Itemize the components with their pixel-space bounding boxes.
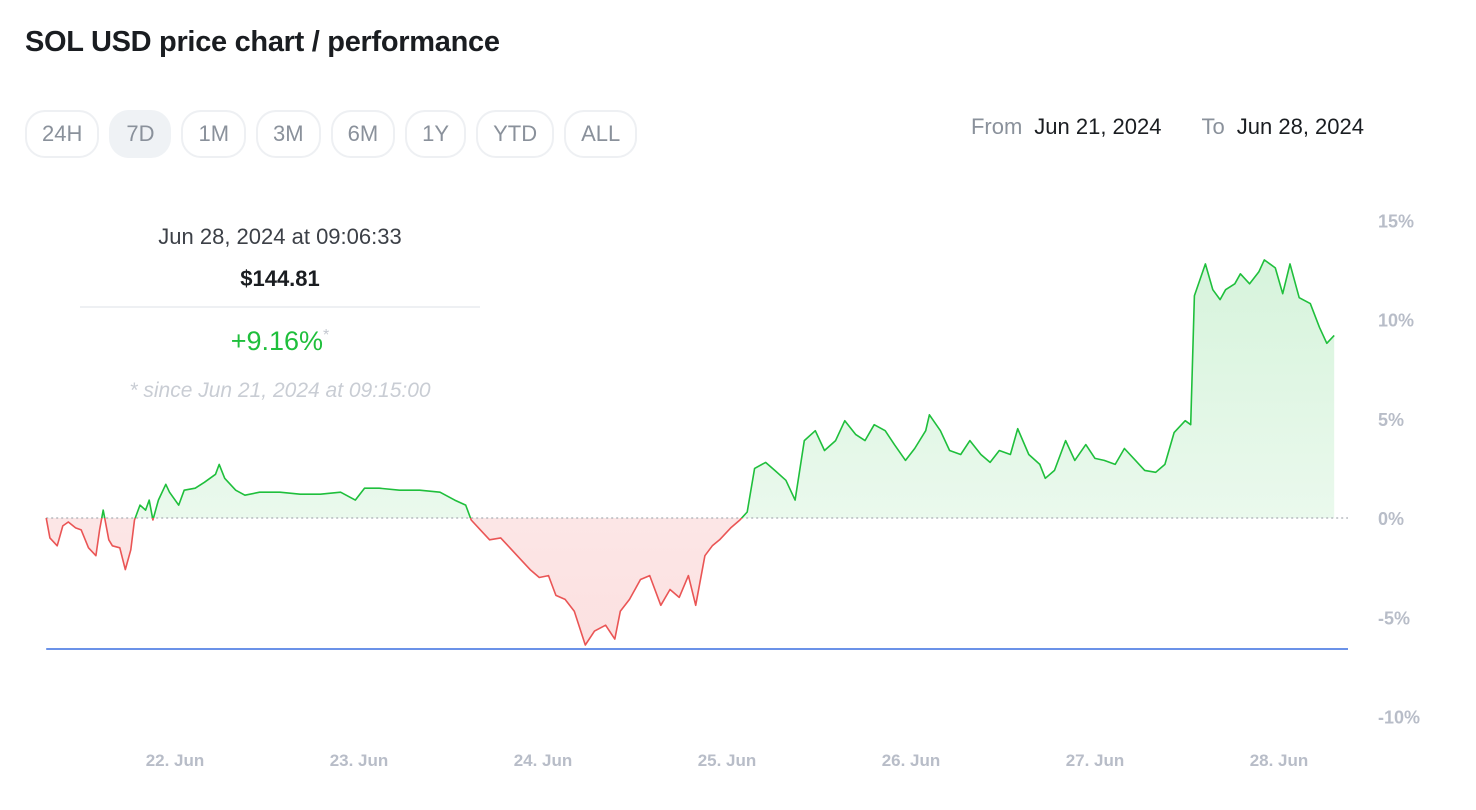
to-label: To [1201,114,1225,139]
y-tick-label: 5% [1378,410,1404,430]
x-tick-label: 22. Jun [146,751,205,770]
range-1m-button[interactable]: 1M [181,110,247,158]
series-line-positive [46,259,1335,518]
y-tick-label: -10% [1378,708,1420,728]
range-7d-button[interactable]: 7D [109,110,172,158]
page-title: SOL USD price chart / performance [25,26,500,58]
range-all-button[interactable]: ALL [564,110,638,158]
tooltip-time: Jun 28, 2024 at 09:06:33 [158,224,402,249]
tooltip-change-value: +9.16% [230,326,324,356]
range-selector: 24H 7D 1M 3M 6M 1Y YTD ALL [25,110,638,158]
from-date[interactable]: Jun 21, 2024 [1034,114,1162,139]
to-date[interactable]: Jun 28, 2024 [1236,114,1364,139]
x-tick-label: 24. Jun [514,751,573,770]
range-3m-button[interactable]: 3M [256,110,321,158]
y-tick-label: 15% [1378,211,1414,231]
x-tick-label: 28. Jun [1250,751,1309,770]
tooltip-asterisk: * [323,327,330,344]
x-tick-label: 27. Jun [1066,751,1125,770]
range-24h-button[interactable]: 24H [25,110,100,158]
series-line-negative [45,518,743,646]
range-1y-button[interactable]: 1Y [405,110,467,158]
from-label: From [970,114,1023,139]
tooltip-change: +9.16%* [80,326,480,357]
date-range: From Jun 21, 2024 To Jun 28, 2024 [971,114,1364,140]
area-positive [46,259,1335,518]
x-tick-label: 25. Jun [698,751,757,770]
chart-tooltip: Jun 28, 2024 at 09:06:33 $144.81 +9.16%*… [80,224,480,403]
tooltip-price: $144.81 [80,266,480,308]
y-tick-label: 0% [1378,509,1404,529]
y-tick-label: -5% [1378,608,1410,628]
range-ytd-button[interactable]: YTD [476,110,555,158]
x-tick-label: 23. Jun [330,751,389,770]
tooltip-since: * since Jun 21, 2024 at 09:15:00 [129,379,431,402]
x-tick-label: 26. Jun [882,751,941,770]
y-tick-label: 10% [1378,311,1414,331]
range-6m-button[interactable]: 6M [330,110,396,158]
